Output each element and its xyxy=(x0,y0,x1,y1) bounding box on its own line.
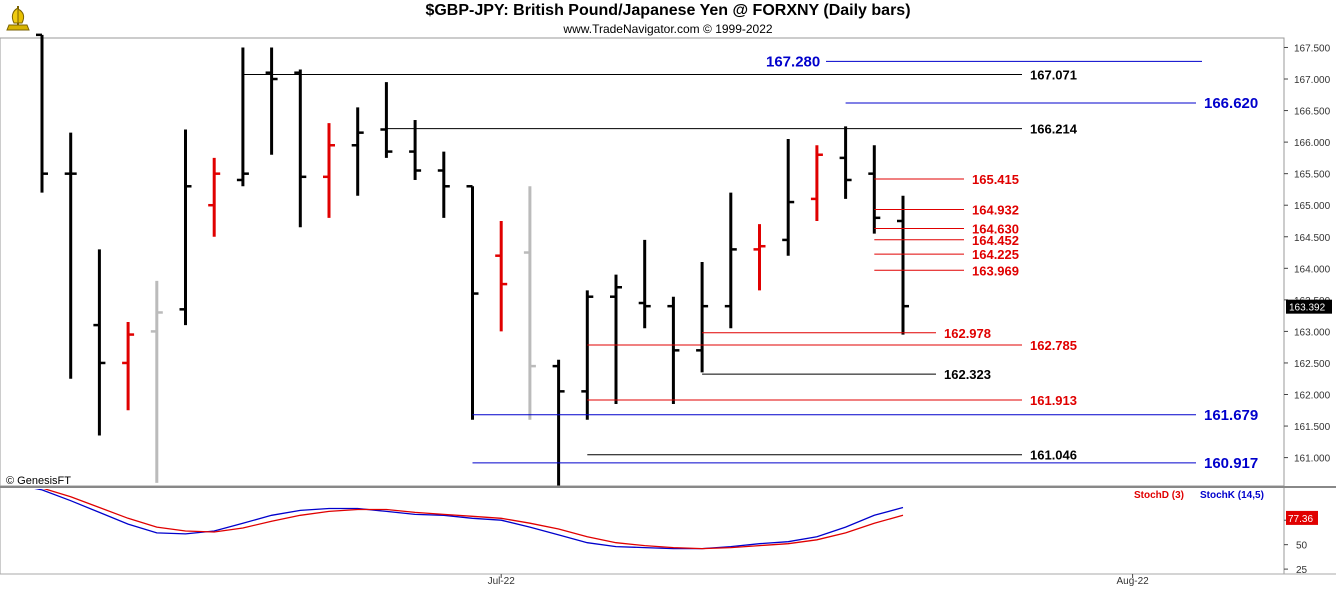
price-axis-tick-label: 165.500 xyxy=(1294,170,1331,181)
level-label: 164.630 xyxy=(972,222,1019,237)
last-price-label: 163.392 xyxy=(1289,303,1326,314)
stoch-axis-tick-label: 50 xyxy=(1296,541,1308,552)
chart-title: $GBP-JPY: British Pound/Japanese Yen @ F… xyxy=(425,2,911,19)
last-price-box xyxy=(1286,299,1332,314)
price-axis-tick-label: 165.000 xyxy=(1294,201,1331,212)
ohlc-bar xyxy=(724,192,737,329)
stoch-legend-entry: StochK (14,5) xyxy=(1200,490,1264,501)
stoch-series-line xyxy=(43,489,904,550)
ohlc-bar xyxy=(93,249,106,436)
level-label: 161.046 xyxy=(1030,448,1077,463)
ohlc-bar xyxy=(495,220,508,332)
level-label: 164.932 xyxy=(972,203,1019,218)
genesis-logo-icon xyxy=(3,3,33,33)
price-axis-tick-label: 163.000 xyxy=(1294,327,1331,338)
ohlc-bar xyxy=(581,290,594,420)
chart-header: $GBP-JPY: British Pound/Japanese Yen @ F… xyxy=(0,0,1336,38)
ohlc-bar xyxy=(179,129,192,326)
price-panel: 167.500 167.000 166.500 166.000 165.500 165.0… xyxy=(0,33,1332,487)
level-label: 162.785 xyxy=(1030,338,1077,353)
price-axis-tick-label: 162.000 xyxy=(1294,391,1331,402)
x-axis-label: Aug-22 xyxy=(1116,576,1149,587)
ohlc-bar xyxy=(236,47,249,187)
ohlc-bar xyxy=(122,321,135,411)
watermark: © GenesisFT xyxy=(6,475,71,487)
ohlc-bar xyxy=(351,107,364,196)
stoch-series-line xyxy=(34,489,904,550)
ohlc-bar xyxy=(523,186,536,420)
price-plot-frame xyxy=(0,37,1285,487)
ohlc-bar xyxy=(638,239,651,329)
level-label: 161.913 xyxy=(1030,393,1077,408)
ohlc-bar xyxy=(36,33,48,193)
level-label: 162.978 xyxy=(944,326,991,341)
ohlc-bar xyxy=(64,132,77,379)
ohlc-bar xyxy=(868,145,881,234)
level-label: 166.620 xyxy=(1204,95,1258,112)
level-label: 161.679 xyxy=(1204,407,1258,424)
price-axis-tick-label: 164.500 xyxy=(1294,233,1331,244)
stoch-axis-tick-label: 25 xyxy=(1296,565,1308,576)
ohlc-bar xyxy=(208,157,221,237)
ohlc-bar xyxy=(696,262,709,373)
ohlc-bar xyxy=(782,138,795,256)
stoch-last-value-box xyxy=(1286,510,1318,525)
ohlc-bar xyxy=(265,47,278,155)
ohlc-bar xyxy=(810,145,823,221)
level-label: 167.071 xyxy=(1030,68,1077,83)
level-label: 164.225 xyxy=(972,247,1019,262)
ohlc-bar xyxy=(437,151,450,218)
ohlc-bar xyxy=(897,195,909,335)
price-axis-tick-label: 164.000 xyxy=(1294,264,1331,275)
level-label: 164.452 xyxy=(972,233,1019,248)
ohlc-bar xyxy=(323,123,335,218)
stoch-legend-entry: StochD (3) xyxy=(1134,490,1184,501)
ohlc-bar xyxy=(466,185,479,420)
level-label: 163.969 xyxy=(972,263,1019,278)
ohlc-bar xyxy=(150,280,163,483)
price-axis-tick-label: 166.000 xyxy=(1294,138,1331,149)
level-label: 167.280 xyxy=(766,53,820,70)
ohlc-bar xyxy=(753,224,766,291)
ohlc-bar xyxy=(839,126,852,199)
ohlc-bar xyxy=(294,69,307,228)
level-label: 162.323 xyxy=(944,367,991,382)
chart-subtitle: www.TradeNavigator.com © 1999-2022 xyxy=(563,22,773,36)
ohlc-bar xyxy=(552,359,565,486)
price-axis-tick-label: 161.500 xyxy=(1294,422,1331,433)
x-axis-label: Jul-22 xyxy=(488,576,516,587)
stoch-plot-frame xyxy=(0,485,1285,575)
level-label: 160.917 xyxy=(1204,455,1258,472)
level-label: 165.415 xyxy=(972,172,1019,187)
ohlc-bar xyxy=(667,296,680,404)
price-axis-tick-label: 166.500 xyxy=(1294,107,1331,118)
price-axis-tick-label: 162.500 xyxy=(1294,359,1331,370)
stoch-last-value-label: 77.36 xyxy=(1288,514,1313,525)
ohlc-bar xyxy=(610,274,622,404)
price-axis-tick-label: 161.000 xyxy=(1294,454,1331,465)
ohlc-bar xyxy=(409,120,422,180)
ohlc-bar xyxy=(380,82,393,158)
level-label: 166.214 xyxy=(1030,122,1078,137)
price-axis-tick-label: 167.500 xyxy=(1294,43,1331,54)
price-axis-tick-label: 167.000 xyxy=(1294,75,1331,86)
